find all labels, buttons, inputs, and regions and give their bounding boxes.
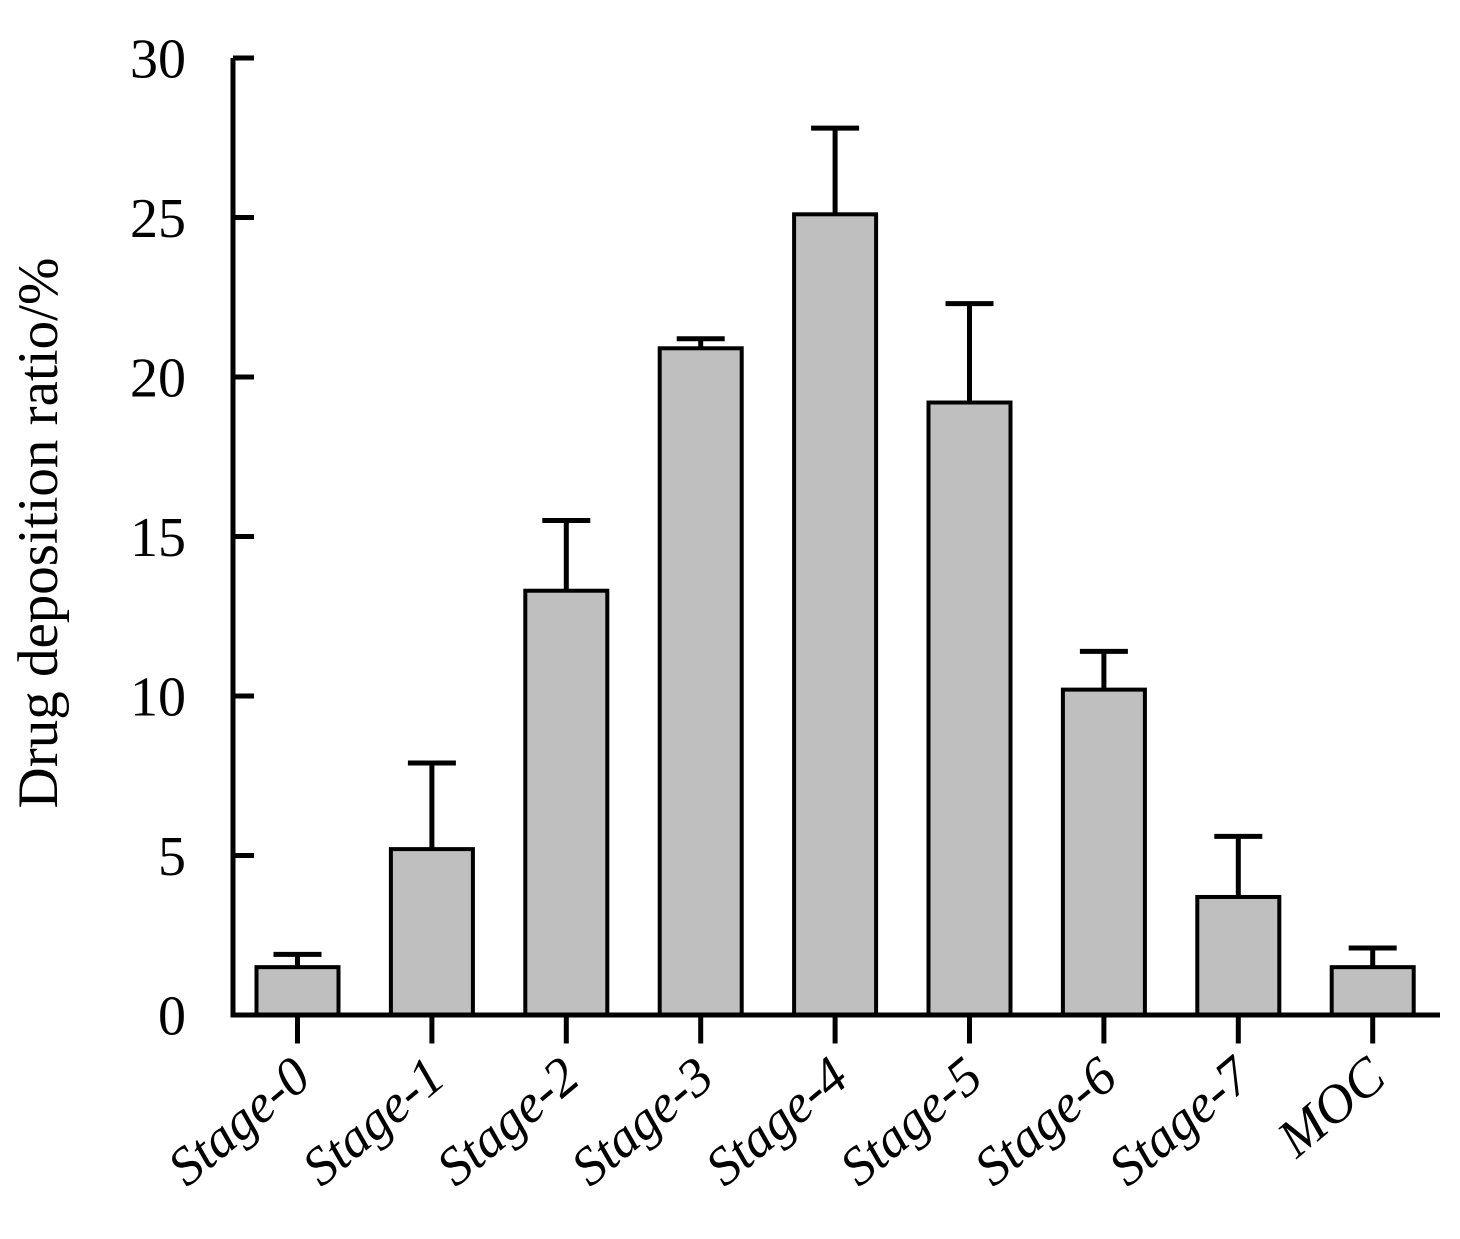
bar [1329,965,1416,1018]
bar [1060,687,1147,1017]
x-tick-label: Stage-4 [694,1045,859,1197]
x-tick-label: Stage-0 [156,1045,321,1197]
error-bars [273,125,1397,967]
bar [657,346,744,1018]
bar [523,588,610,1017]
y-tick-labels: 0 5 10 15 20 25 30 [130,29,186,1048]
x-tick-label: MOC [1265,1045,1397,1169]
y-tick-label: 10 [130,667,186,729]
x-tick-label: Stage-1 [291,1045,456,1197]
x-axis-labels: Stage-0Stage-1Stage-2Stage-3Stage-4Stage… [156,1044,1397,1197]
bar [1195,894,1282,1017]
x-tick-label: Stage-5 [828,1045,993,1197]
y-tick-label: 25 [130,188,186,250]
x-tick-label: Stage-6 [963,1045,1128,1197]
x-tick-label: Stage-7 [1097,1044,1263,1197]
y-tick-label: 30 [130,29,186,91]
bar [254,965,341,1018]
bar [926,400,1013,1017]
x-tick-label: Stage-3 [559,1045,724,1197]
axes [230,55,1440,1044]
x-tick-label: Stage-2 [425,1045,590,1197]
bar [792,212,879,1017]
y-tick-label: 15 [130,507,186,569]
y-axis-title: Drug deposition ratio/% [7,258,70,809]
y-tick-label: 0 [158,986,186,1048]
y-tick-label: 20 [130,348,186,410]
bar [388,847,475,1017]
y-tick-label: 5 [158,826,186,888]
bars [254,212,1416,1018]
